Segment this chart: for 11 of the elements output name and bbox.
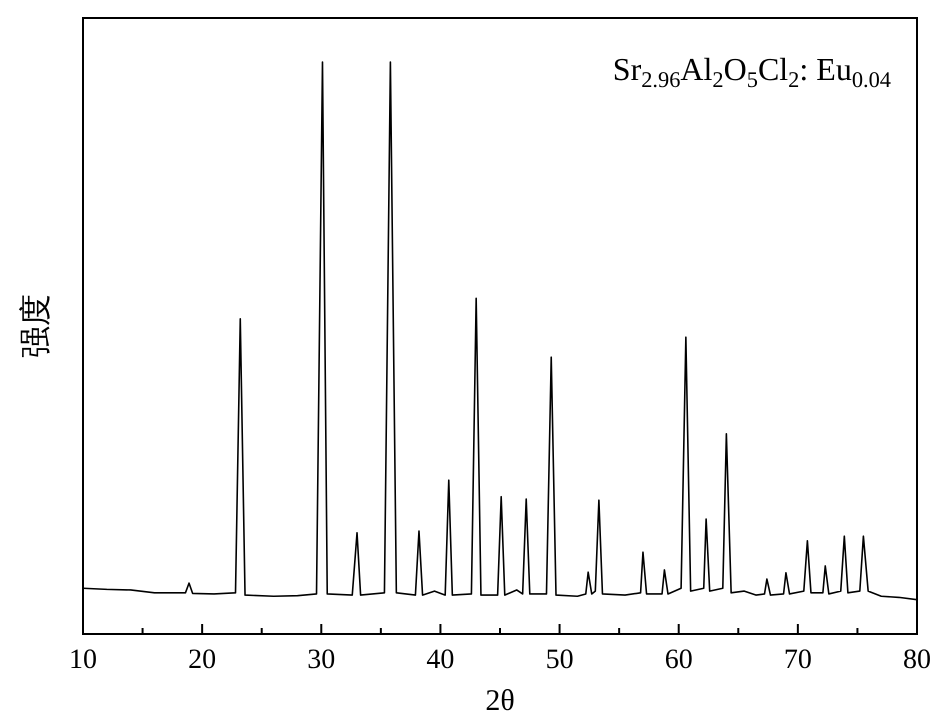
x-tick-label: 50	[546, 644, 574, 675]
x-axis-title: 2θ	[485, 684, 515, 717]
x-tick-label: 10	[69, 644, 97, 675]
x-tick-label: 40	[426, 644, 454, 675]
x-tick-label: 20	[188, 644, 216, 675]
x-tick-label: 80	[903, 644, 931, 675]
y-axis-title: 强度	[17, 294, 53, 358]
x-tick-label: 60	[664, 644, 693, 675]
x-tick-label: 30	[307, 644, 336, 675]
text: Sr$_{2.96}$Al$_{2}$O$_{5}$Cl$_{2}$: Eu$_{0.04}$	[612, 51, 891, 92]
x-tick-label: 70	[784, 644, 812, 675]
